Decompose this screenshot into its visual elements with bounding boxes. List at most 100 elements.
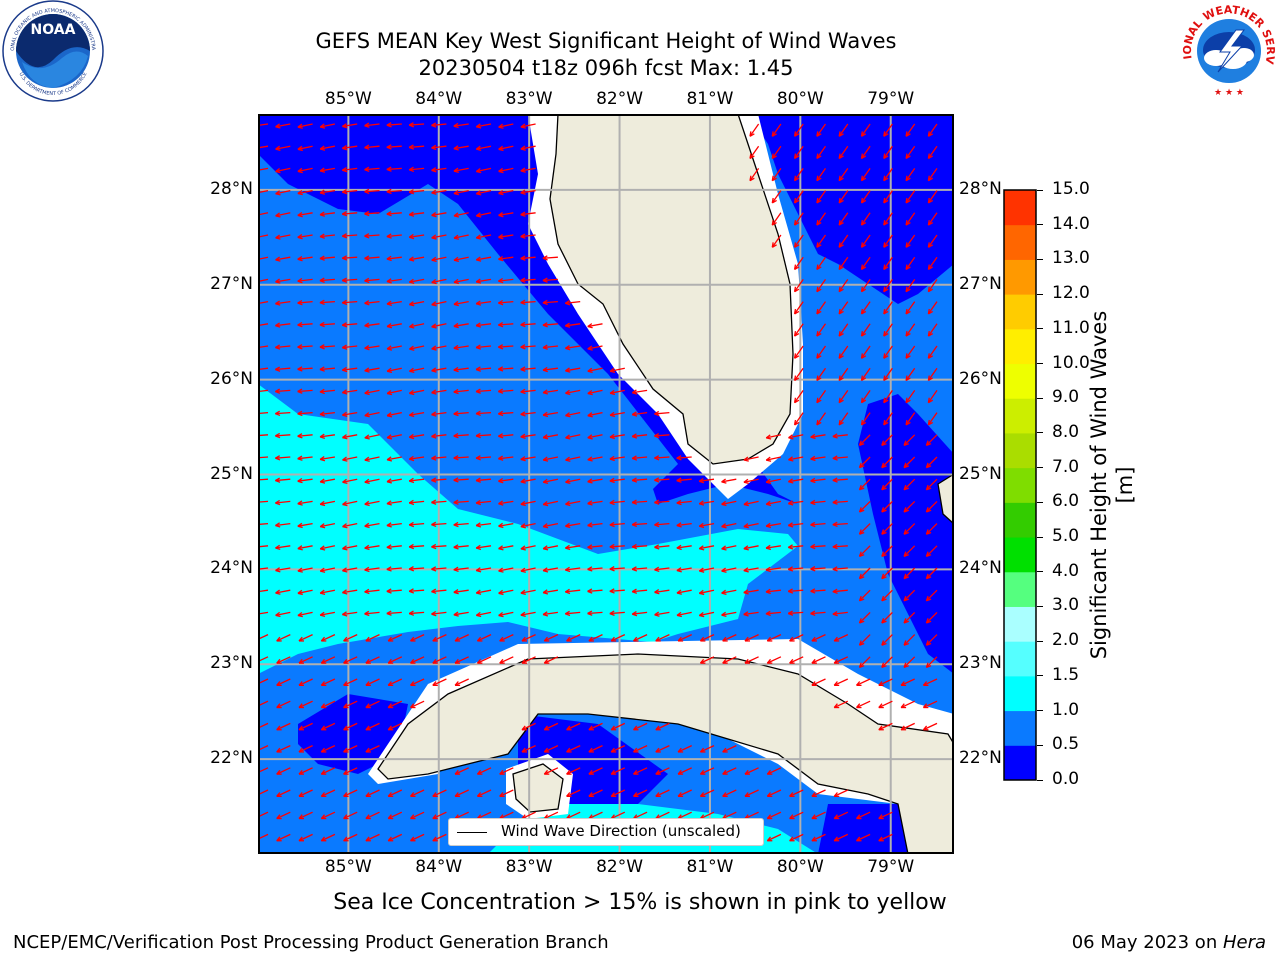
wave-direction-arrowhead: [861, 288, 867, 293]
wave-direction-arrow: [771, 212, 782, 226]
wave-direction-arrowhead: [476, 170, 482, 174]
wave-direction-arrowhead: [476, 148, 482, 151]
wave-direction-arrow: [881, 545, 893, 557]
wave-direction-arrowhead: [342, 570, 348, 573]
wave-direction-arrow: [297, 567, 313, 572]
wave-direction-arrowhead: [765, 525, 772, 529]
wave-direction-arrowhead: [275, 325, 281, 328]
wave-direction-arrow: [699, 478, 715, 482]
wave-direction-arrowhead: [832, 591, 838, 594]
wave-direction-arrow: [632, 456, 648, 460]
wave-direction-arrowhead: [926, 598, 932, 602]
wave-direction-arrow: [543, 456, 559, 461]
wave-direction-arrow: [364, 367, 380, 372]
wave-direction-arrow: [749, 123, 760, 137]
wave-direction-arrow: [878, 722, 893, 731]
wave-direction-arrowhead: [883, 310, 889, 315]
wave-direction-arrow: [364, 323, 380, 327]
wave-direction-arrow: [609, 367, 625, 372]
wave-direction-arrow: [498, 522, 514, 527]
wave-direction-arrowhead: [408, 568, 415, 572]
wave-direction-arrow: [633, 767, 648, 775]
wave-direction-arrow: [699, 611, 715, 617]
wave-direction-arrowhead: [364, 257, 370, 261]
wave-direction-arrow: [655, 789, 670, 797]
wave-direction-arrowhead: [859, 620, 865, 624]
wave-direction-arrow: [700, 656, 715, 664]
wave-direction-arrow: [364, 123, 380, 127]
wave-direction-arrow: [520, 145, 536, 150]
wave-direction-arrowhead: [342, 213, 348, 217]
wave-direction-arrowhead: [861, 377, 867, 382]
wave-direction-arrowhead: [928, 288, 934, 293]
wave-direction-arrowhead: [832, 457, 838, 461]
wave-direction-arrow: [276, 745, 291, 753]
wave-direction-arrow: [342, 323, 358, 326]
wave-direction-arrowhead: [386, 568, 392, 572]
wave-direction-arrow: [520, 478, 536, 483]
wave-direction-arrow: [297, 589, 313, 594]
wave-direction-arrow: [320, 522, 336, 528]
wave-direction-arrow: [342, 456, 358, 461]
wave-direction-arrowhead: [699, 592, 705, 596]
wave-direction-arrow: [453, 189, 469, 195]
wave-direction-arrow: [364, 300, 380, 304]
colorbar-tick-mark: [1037, 328, 1043, 330]
wave-direction-arrowhead: [905, 355, 911, 359]
wave-direction-arrow: [499, 789, 514, 797]
wave-direction-arrow: [766, 500, 782, 505]
wave-direction-arrowhead: [408, 546, 415, 550]
wave-direction-arrow: [544, 745, 559, 753]
wave-direction-arrow: [794, 212, 804, 226]
wave-direction-arrow: [297, 189, 313, 195]
wave-direction-arrow: [654, 434, 670, 437]
wave-direction-arrow: [927, 345, 938, 359]
wave-direction-arrow: [654, 500, 670, 504]
wave-direction-arrowhead: [816, 244, 822, 248]
wave-direction-arrowhead: [542, 392, 549, 395]
wave-direction-arrowhead: [609, 502, 615, 506]
wave-direction-arrow: [386, 567, 402, 571]
wave-direction-arrow: [542, 323, 558, 326]
wave-direction-arrow: [833, 789, 849, 797]
wave-direction-arrowhead: [475, 502, 482, 506]
wave-direction-arrow: [925, 523, 938, 535]
wave-direction-arrow: [432, 656, 447, 664]
wave-direction-arrowhead: [520, 148, 526, 151]
wave-direction-arrow: [566, 811, 581, 820]
wave-direction-arrowhead: [342, 503, 348, 507]
wave-direction-arrowhead: [297, 192, 303, 196]
wave-direction-arrowhead: [275, 435, 281, 439]
wave-direction-arrowhead: [431, 370, 437, 373]
wave-direction-arrowhead: [794, 377, 800, 382]
wave-direction-arrow: [386, 367, 402, 372]
wave-direction-arrowhead: [609, 590, 615, 594]
wave-direction-arrow: [342, 189, 358, 193]
wave-direction-arrowhead: [861, 222, 867, 226]
wave-direction-arrowhead: [386, 325, 393, 329]
wave-direction-arrow: [432, 833, 447, 842]
lat-tick-label: 22°N: [959, 748, 1002, 769]
wave-direction-arrowhead: [408, 124, 415, 128]
wave-direction-arrowhead: [905, 421, 911, 426]
wave-direction-arrowhead: [587, 590, 593, 594]
wave-direction-arrow: [276, 789, 291, 797]
wave-direction-arrow: [343, 656, 358, 664]
wave-direction-arrow: [343, 678, 358, 686]
wave-direction-arrowhead: [631, 479, 638, 483]
wave-direction-arrowhead: [297, 302, 303, 306]
wave-direction-arrowhead: [364, 613, 370, 617]
wave-direction-arrowhead: [431, 214, 437, 218]
wave-direction-arrow: [298, 722, 313, 731]
wave-direction-arrowhead: [861, 333, 867, 337]
wave-direction-arrowhead: [364, 392, 370, 396]
colorbar-tick-label: 2.0: [1052, 630, 1080, 651]
wave-direction-arrow: [721, 545, 737, 550]
wave-direction-arrow: [927, 256, 938, 270]
wave-direction-arrow: [364, 411, 380, 417]
wave-direction-arrow: [810, 611, 826, 615]
wave-direction-arrowhead: [386, 415, 393, 418]
wave-direction-arrowhead: [498, 390, 504, 394]
wave-direction-arrowhead: [498, 148, 504, 152]
wave-direction-arrow: [860, 412, 871, 426]
